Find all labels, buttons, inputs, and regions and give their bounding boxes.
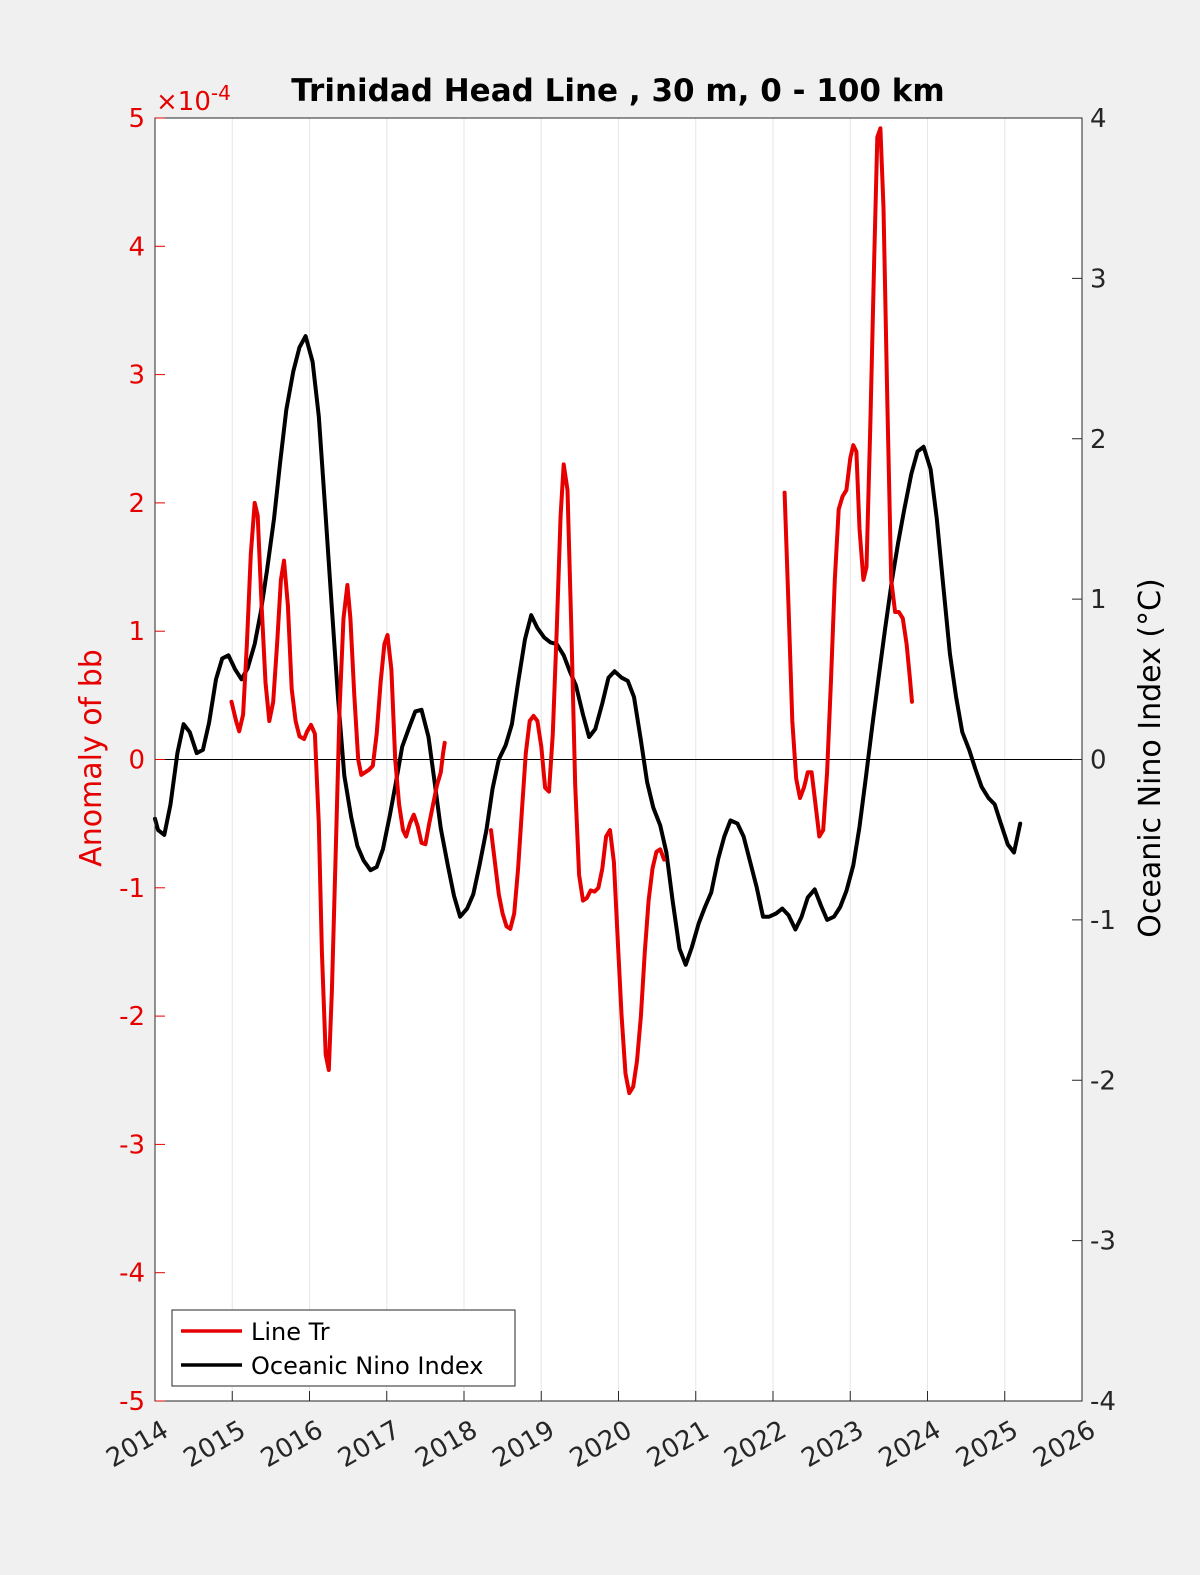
left-tick-label: -1 bbox=[119, 874, 145, 904]
left-tick-label: -4 bbox=[119, 1259, 145, 1289]
series-oni-segment bbox=[153, 334, 1023, 967]
legend: Line Tr Oceanic Nino Index bbox=[171, 1309, 516, 1387]
right-tick-label: -4 bbox=[1090, 1387, 1116, 1417]
chart-title: Trinidad Head Line , 30 m, 0 - 100 km bbox=[291, 73, 944, 109]
left-tick-label: 5 bbox=[128, 104, 145, 134]
x-tick-label: 2019 bbox=[488, 1415, 560, 1474]
legend-label-line-tr: Line Tr bbox=[251, 1318, 330, 1346]
right-tick-label: -3 bbox=[1090, 1227, 1116, 1257]
right-tick-label: 2 bbox=[1090, 425, 1107, 455]
series-line-tr-segment bbox=[489, 462, 667, 1096]
left-tick-label: 0 bbox=[128, 746, 145, 776]
right-tick-label: 3 bbox=[1090, 264, 1107, 294]
legend-label-oni: Oceanic Nino Index bbox=[251, 1352, 483, 1380]
x-tick-label: 2017 bbox=[333, 1415, 405, 1474]
x-tick-label: 2015 bbox=[179, 1415, 251, 1474]
legend-box bbox=[171, 1309, 516, 1387]
x-tick-label: 2025 bbox=[951, 1415, 1023, 1474]
series-layer bbox=[153, 126, 1023, 1096]
left-tick-label: 3 bbox=[128, 361, 145, 391]
left-axis-label: Anomaly of bb bbox=[74, 649, 109, 867]
series-line-tr-segment bbox=[229, 500, 447, 1072]
x-tick-label: 2024 bbox=[874, 1415, 946, 1474]
x-axis-ticks: 2014 2015 2016 2017 2018 2019 2020 2021 2022 2023… bbox=[101, 1391, 1101, 1474]
right-tick-label: 4 bbox=[1090, 104, 1107, 134]
series-line-tr-segment bbox=[782, 126, 914, 839]
right-axis-label: Oceanic Nino Index (°C) bbox=[1133, 578, 1168, 938]
exponent-power: -4 bbox=[211, 81, 231, 105]
left-tick-label: 1 bbox=[128, 617, 145, 647]
x-tick-label: 2026 bbox=[1028, 1415, 1100, 1474]
x-tick-label: 2023 bbox=[797, 1415, 869, 1474]
right-tick-label: 0 bbox=[1090, 746, 1107, 776]
exponent-base: ×10 bbox=[156, 87, 211, 117]
x-tick-label: 2021 bbox=[642, 1415, 714, 1474]
left-tick-label: -5 bbox=[119, 1387, 145, 1417]
x-tick-label: 2020 bbox=[565, 1415, 637, 1474]
left-tick-label: -2 bbox=[119, 1002, 145, 1032]
left-tick-label: -3 bbox=[119, 1130, 145, 1160]
x-tick-label: 2022 bbox=[719, 1415, 791, 1474]
right-axis-ticks: 4 3 2 1 0 -1 -2 -3 -4 bbox=[1072, 104, 1116, 1417]
x-tick-label: 2014 bbox=[101, 1415, 173, 1474]
right-tick-label: 1 bbox=[1090, 585, 1107, 615]
left-axis-ticks: 5 4 3 2 1 0 -1 -2 -3 -4 -5 bbox=[119, 104, 165, 1417]
left-tick-label: 2 bbox=[128, 489, 145, 519]
right-tick-label: -2 bbox=[1090, 1066, 1116, 1096]
x-tick-label: 2018 bbox=[410, 1415, 482, 1474]
x-tick-label: 2016 bbox=[256, 1415, 328, 1474]
left-tick-label: 4 bbox=[128, 232, 145, 262]
left-axis-exponent: ×10-4 bbox=[156, 81, 231, 117]
right-tick-label: -1 bbox=[1090, 906, 1116, 936]
